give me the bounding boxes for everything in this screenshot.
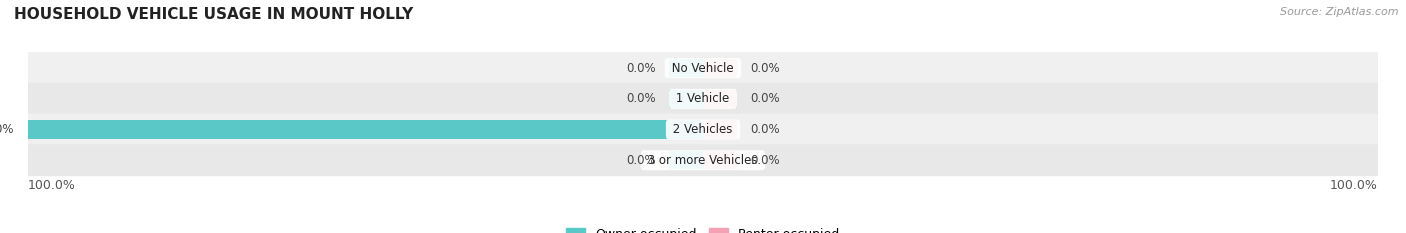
Text: 100.0%: 100.0%	[1330, 179, 1378, 192]
Text: Source: ZipAtlas.com: Source: ZipAtlas.com	[1281, 7, 1399, 17]
Text: 0.0%: 0.0%	[751, 92, 780, 105]
FancyBboxPatch shape	[28, 83, 1378, 115]
Text: 2 Vehicles: 2 Vehicles	[669, 123, 737, 136]
Text: HOUSEHOLD VEHICLE USAGE IN MOUNT HOLLY: HOUSEHOLD VEHICLE USAGE IN MOUNT HOLLY	[14, 7, 413, 22]
Bar	[669, 90, 703, 108]
Legend: Owner-occupied, Renter-occupied: Owner-occupied, Renter-occupied	[561, 223, 845, 233]
Text: 3 or more Vehicles: 3 or more Vehicles	[644, 154, 762, 167]
Bar	[703, 90, 737, 108]
Text: 0.0%: 0.0%	[751, 123, 780, 136]
Text: 100.0%: 100.0%	[0, 123, 14, 136]
Text: 1 Vehicle: 1 Vehicle	[672, 92, 734, 105]
Text: 0.0%: 0.0%	[751, 62, 780, 75]
Text: 0.0%: 0.0%	[626, 154, 655, 167]
Bar	[28, 120, 703, 139]
Text: 100.0%: 100.0%	[28, 179, 76, 192]
FancyBboxPatch shape	[28, 113, 1378, 145]
Bar	[669, 59, 703, 77]
Text: 0.0%: 0.0%	[751, 154, 780, 167]
Bar	[703, 151, 737, 169]
Text: 0.0%: 0.0%	[626, 92, 655, 105]
Text: No Vehicle: No Vehicle	[668, 62, 738, 75]
Text: 0.0%: 0.0%	[626, 62, 655, 75]
Bar	[669, 151, 703, 169]
Bar	[703, 59, 737, 77]
FancyBboxPatch shape	[28, 52, 1378, 84]
FancyBboxPatch shape	[28, 144, 1378, 176]
Bar	[703, 120, 737, 139]
